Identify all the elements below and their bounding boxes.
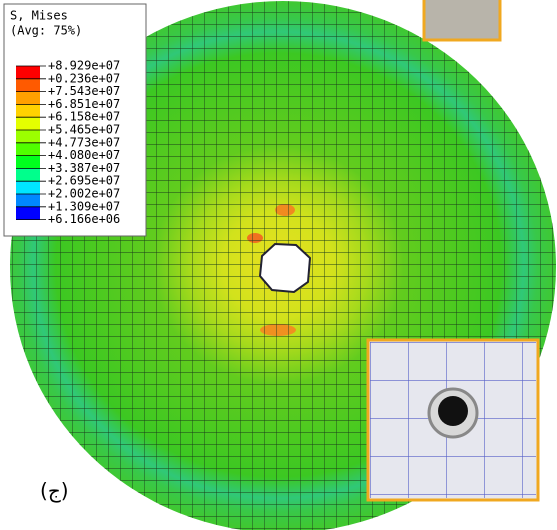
legend-label: +2.002e+07 [48, 187, 120, 201]
legend-label: +6.158e+07 [48, 110, 120, 124]
photo-inset [366, 338, 540, 502]
legend-swatch [16, 142, 40, 156]
panel-label: (ج) [40, 479, 69, 503]
legend-swatch [16, 206, 40, 220]
legend-swatch [16, 104, 40, 118]
hole [258, 242, 312, 294]
legend-label: +1.309e+07 [48, 199, 120, 213]
legend-label: +4.773e+07 [48, 135, 120, 149]
legend-swatch [16, 78, 40, 92]
legend-label: +5.465e+07 [48, 123, 120, 137]
legend-subtitle: (Avg: 75%) [10, 24, 82, 38]
legend-label: +6.166e+06 [48, 212, 120, 226]
photo-inset [422, 0, 502, 42]
legend-swatch [16, 155, 40, 169]
legend-swatch [16, 181, 40, 194]
legend-swatch [16, 130, 40, 143]
legend-swatch [16, 91, 40, 105]
legend-label: +6.851e+07 [48, 97, 120, 111]
legend-swatch [16, 194, 40, 207]
legend-swatch [16, 66, 40, 79]
legend-label: +2.695e+07 [48, 174, 120, 188]
legend-label: +0.236e+07 [48, 71, 120, 85]
legend-label: +3.387e+07 [48, 161, 120, 175]
legend-label: +8.929e+07 [48, 59, 120, 73]
legend-swatch [16, 117, 40, 130]
legend-label: +4.080e+07 [48, 148, 120, 162]
legend-title: S, Mises [10, 9, 68, 23]
legend-swatch [16, 168, 40, 182]
legend-label: +7.543e+07 [48, 84, 120, 98]
